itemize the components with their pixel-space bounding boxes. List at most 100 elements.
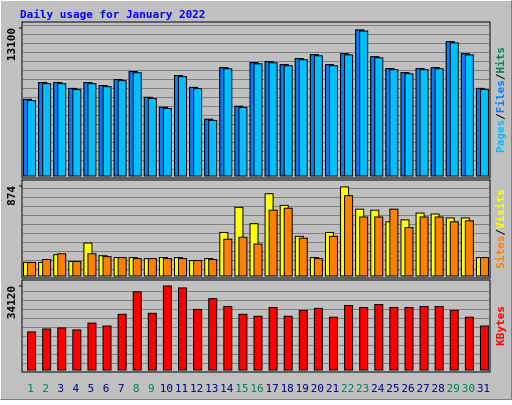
x-tick-label: 28 [432, 382, 445, 395]
bar [208, 119, 218, 177]
bar [404, 227, 414, 277]
bar [208, 259, 218, 277]
bar [162, 285, 172, 371]
bar [404, 73, 414, 177]
legend-separator: / [494, 73, 507, 80]
x-tick-label: 10 [160, 382, 173, 395]
bar [117, 80, 127, 177]
bar [253, 315, 263, 371]
bar [147, 97, 157, 177]
bar [102, 325, 112, 371]
bar [298, 237, 308, 277]
bar [298, 309, 308, 371]
bar [87, 322, 97, 371]
bar [283, 315, 293, 371]
x-tick-label: 24 [371, 382, 385, 395]
x-tick-label: 26 [401, 382, 414, 395]
x-tick-label: 18 [281, 382, 294, 395]
bar [344, 54, 354, 177]
x-tick-label: 21 [326, 382, 339, 395]
bar [87, 253, 97, 277]
x-tick-label: 29 [447, 382, 460, 395]
x-tick-label: 19 [296, 382, 309, 395]
bar [344, 305, 354, 371]
bar [389, 69, 399, 177]
bar [132, 258, 142, 277]
y-tick-label: 874 [5, 186, 18, 206]
bar [117, 257, 127, 277]
bar [117, 313, 127, 371]
bar [178, 76, 188, 177]
x-tick-label: 12 [190, 382, 203, 395]
bar [223, 305, 233, 371]
bar [404, 306, 414, 371]
bar [283, 207, 293, 277]
bar [359, 306, 369, 371]
bar [419, 216, 429, 277]
legend-entry: Pages [494, 120, 507, 153]
legend: Pages/Files/Hits [494, 47, 507, 153]
x-tick-label: 16 [250, 382, 263, 395]
x-tick-label: 15 [235, 382, 248, 395]
bar [193, 308, 203, 371]
bar [223, 238, 233, 277]
bar [147, 258, 157, 277]
bar [344, 195, 354, 277]
bar [374, 304, 384, 371]
bar [298, 59, 308, 177]
bar [434, 305, 444, 371]
x-tick-label: 25 [386, 382, 399, 395]
bar [313, 55, 323, 177]
bar [27, 261, 37, 277]
bar [147, 312, 157, 371]
bar [268, 306, 278, 371]
bar [449, 309, 459, 371]
x-tick-label: 11 [175, 382, 188, 395]
bar [328, 316, 338, 371]
bar [42, 83, 52, 177]
y-tick-label: 13100 [5, 28, 18, 61]
bar [238, 106, 248, 177]
bar [72, 89, 82, 177]
bar [57, 327, 67, 371]
legend-separator: / [494, 229, 507, 236]
x-tick-label: 13 [205, 382, 218, 395]
bar [283, 65, 293, 177]
bar [253, 63, 263, 177]
bar [479, 257, 489, 277]
bar [479, 89, 489, 177]
bar [87, 83, 97, 177]
x-tick-label: 27 [416, 382, 429, 395]
x-tick-label: 7 [118, 382, 125, 395]
bar [162, 258, 172, 277]
bar [57, 253, 67, 277]
bar [223, 68, 233, 177]
bar [389, 208, 399, 277]
bar [42, 259, 52, 277]
x-tick-label: 4 [73, 382, 80, 395]
x-tick-label: 9 [148, 382, 155, 395]
bar [419, 305, 429, 371]
bar [72, 260, 82, 277]
x-tick-label: 3 [57, 382, 64, 395]
x-tick-label: 20 [311, 382, 324, 395]
bar [238, 236, 248, 277]
x-tick-label: 8 [133, 382, 140, 395]
bar [132, 72, 142, 177]
x-tick-label: 31 [477, 382, 490, 395]
bar [102, 256, 112, 277]
bar [208, 298, 218, 371]
bar [479, 325, 489, 371]
y-tick-label: 34120 [5, 286, 18, 319]
x-tick-label: 6 [103, 382, 110, 395]
bar [464, 220, 474, 277]
bar [193, 260, 203, 277]
bar [359, 30, 369, 177]
chart-title: Daily usage for January 2022 [20, 8, 205, 21]
legend-separator: / [494, 113, 507, 120]
x-tick-label: 14 [220, 382, 234, 395]
x-tick-label: 30 [462, 382, 475, 395]
bar [102, 86, 112, 177]
x-tick-label: 2 [42, 382, 49, 395]
